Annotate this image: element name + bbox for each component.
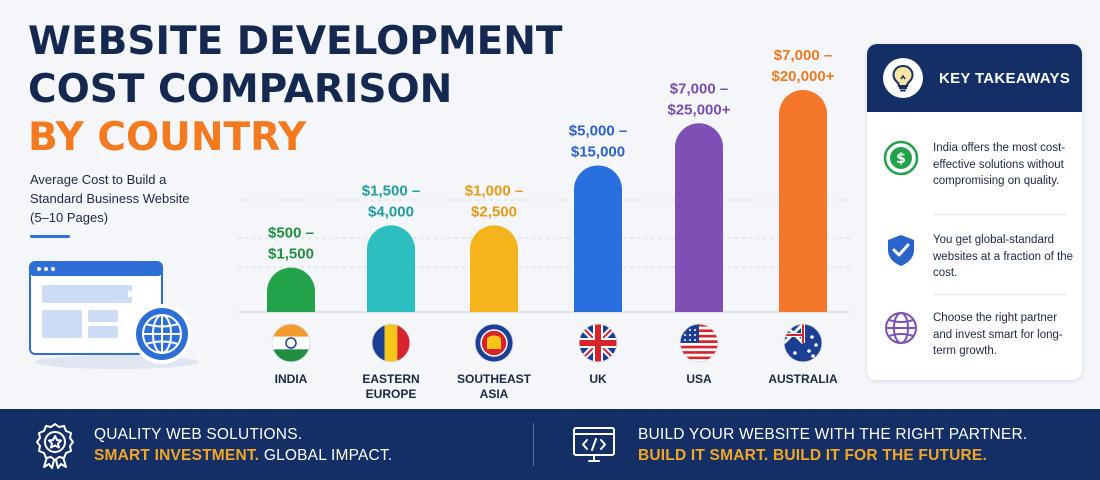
bar-value-label: $7,000 –	[774, 47, 832, 64]
footer-left-accent: SMART INVESTMENT.	[94, 446, 260, 464]
subtitle-underline	[30, 235, 70, 238]
bar-southeast-asia	[470, 225, 518, 312]
category-label: AUSTRALIA	[768, 372, 838, 386]
globe-icon	[885, 312, 917, 344]
lightbulb-icon	[883, 58, 923, 98]
bar-value-label: $1,500 –	[362, 182, 420, 199]
svg-text:$: $	[896, 151, 906, 167]
footer-left-line-1: QUALITY WEB SOLUTIONS.	[94, 425, 303, 443]
cost-bar-chart: $500 – $1,500 INDIA $1,500 – $4,000 EASTERNEU…	[238, 47, 850, 401]
footer-right: BUILD YOUR WEBSITE WITH THE RIGHT PARTNE…	[570, 409, 1027, 480]
category-label: INDIA	[275, 372, 308, 386]
chart-subtitle: Average Cost to Build a Standard Busines…	[30, 170, 220, 227]
dollar-circle-icon: $	[883, 140, 919, 176]
bar-india	[267, 267, 315, 312]
award-badge-icon	[36, 422, 74, 469]
shield-check-icon	[888, 235, 914, 266]
takeaway-text: India offers the most cost-effective sol…	[933, 142, 1066, 187]
bar-value-label: $15,000	[571, 143, 625, 160]
takeaway-text: Choose the right partner and invest smar…	[933, 312, 1063, 357]
takeaway-text: You get global-standard websites at a fr…	[933, 234, 1073, 279]
page-title: WEBSITE DEVELOPMENT COST COMPARISON BY C…	[28, 18, 563, 162]
takeaway-item-cost: $ India offers the most cost-effective s…	[867, 140, 1082, 190]
takeaway-divider	[933, 294, 1067, 295]
uk-flag-icon	[578, 323, 618, 363]
bar-value-label: $2,500	[471, 203, 517, 220]
category-label: EASTERN	[362, 372, 419, 386]
bar-value-label: $25,000+	[668, 101, 731, 118]
takeaway-divider	[933, 214, 1067, 215]
bar-uk	[574, 165, 622, 312]
bar-value-label: $5,000 –	[569, 122, 627, 139]
key-takeaways-panel: KEY TAKEAWAYS $ India offers the most co…	[867, 44, 1082, 380]
footer-left-rest: GLOBAL IMPACT.	[263, 446, 393, 464]
bar-value-label: $20,000+	[772, 68, 835, 85]
takeaway-item-quality: You get global-standard websites at a fr…	[867, 232, 1082, 282]
key-takeaways-title: KEY TAKEAWAYS	[939, 69, 1071, 87]
subtitle-line-2: Standard Business Website	[30, 191, 190, 206]
bar-value-label: $1,000 –	[465, 182, 523, 199]
category-label: USA	[686, 372, 712, 386]
footer-banner: QUALITY WEB SOLUTIONS. SMART INVESTMENT.…	[0, 409, 1100, 480]
bar-value-label: $7,000 –	[670, 80, 728, 97]
subtitle-line-3: (5–10 Pages)	[30, 210, 109, 225]
key-takeaways-header: KEY TAKEAWAYS	[867, 44, 1082, 112]
australia-flag-icon	[783, 323, 823, 363]
category-label: EUROPE	[366, 387, 417, 401]
india-flag-icon	[271, 323, 311, 363]
subtitle-line-1: Average Cost to Build a	[30, 172, 167, 187]
category-label: ASIA	[480, 387, 509, 401]
footer-right-line-1: BUILD YOUR WEBSITE WITH THE RIGHT PARTNE…	[638, 425, 1028, 443]
title-line-1: WEBSITE DEVELOPMENT	[28, 19, 563, 64]
eastern-europe-flag-icon	[371, 323, 411, 363]
bar-value-label: $1,500	[268, 246, 314, 263]
bar-value-label: $4,000	[368, 203, 414, 220]
takeaway-item-growth: Choose the right partner and invest smar…	[867, 310, 1082, 360]
code-monitor-icon	[573, 426, 615, 462]
footer-divider	[533, 423, 534, 466]
browser-globe-illustration	[29, 261, 199, 369]
bar-value-label: $500 –	[268, 225, 314, 242]
footer-left: QUALITY WEB SOLUTIONS. SMART INVESTMENT.…	[34, 409, 392, 480]
category-label: UK	[589, 372, 607, 386]
asean-flag-icon	[474, 323, 514, 363]
bar-eastern-europe	[367, 225, 415, 312]
footer-right-accent: BUILD IT SMART. BUILD IT FOR THE FUTURE.	[638, 446, 987, 464]
bar-australia	[779, 90, 827, 312]
title-line-2: COST COMPARISON	[28, 67, 453, 112]
bar-usa	[675, 123, 723, 312]
usa-flag-icon	[679, 323, 719, 363]
title-line-3: BY COUNTRY	[28, 115, 307, 160]
category-label: SOUTHEAST	[457, 372, 532, 386]
